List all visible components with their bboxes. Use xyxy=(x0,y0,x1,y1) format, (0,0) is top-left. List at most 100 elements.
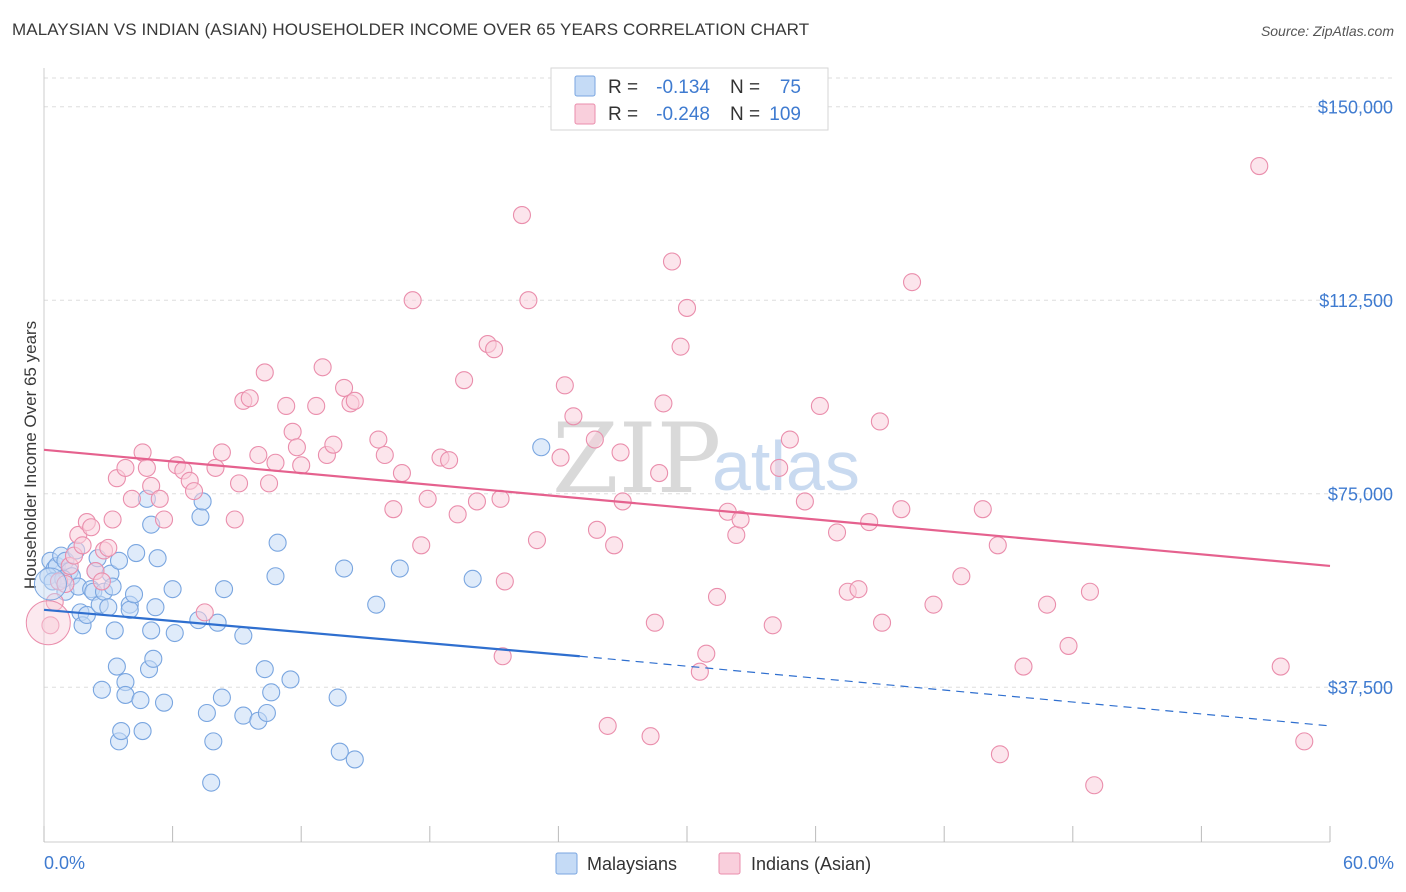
legend-swatch-indians xyxy=(718,852,741,875)
data-point xyxy=(144,649,163,668)
data-point xyxy=(892,500,911,519)
chart-title: MALAYSIAN VS INDIAN (ASIAN) HOUSEHOLDER … xyxy=(12,20,810,39)
y-tick-label: $75,000 xyxy=(1328,485,1393,505)
data-point xyxy=(195,603,214,622)
data-point xyxy=(810,396,829,416)
data-point xyxy=(163,580,182,599)
data-point xyxy=(107,657,126,676)
data-point xyxy=(307,396,326,416)
data-point xyxy=(375,445,394,465)
data-point xyxy=(527,531,547,550)
data-point xyxy=(257,703,276,723)
stats-swatch-malaysians xyxy=(574,75,596,97)
data-point xyxy=(184,482,204,501)
data-point xyxy=(154,510,174,529)
data-point xyxy=(204,732,223,751)
data-point xyxy=(952,567,971,586)
stats-n-label: N = xyxy=(730,77,760,98)
data-point xyxy=(73,536,92,555)
legend-label-indians: Indians (Asian) xyxy=(751,854,871,874)
legend: Malaysians Indians (Asian) xyxy=(555,852,871,875)
data-point xyxy=(849,580,868,599)
data-point xyxy=(491,489,510,508)
stats-n-value: 75 xyxy=(780,77,801,98)
data-point xyxy=(324,435,343,454)
data-point xyxy=(92,680,111,699)
data-point xyxy=(345,391,364,410)
data-point xyxy=(519,291,538,310)
data-point xyxy=(212,688,231,707)
data-point xyxy=(872,613,892,632)
data-point xyxy=(1250,156,1269,176)
data-point xyxy=(150,489,169,508)
data-point xyxy=(112,722,131,741)
stats-n-value: 109 xyxy=(769,104,801,125)
data-point xyxy=(645,613,664,632)
data-point xyxy=(255,660,274,679)
data-point xyxy=(455,371,474,390)
data-point xyxy=(99,598,118,617)
data-point xyxy=(585,430,604,449)
data-point xyxy=(212,443,231,462)
data-point xyxy=(214,580,234,599)
data-point xyxy=(292,456,311,475)
data-point xyxy=(249,445,268,465)
data-point xyxy=(463,569,482,588)
y-tick-label: $150,000 xyxy=(1318,98,1393,118)
data-point xyxy=(870,412,889,431)
data-point xyxy=(240,389,259,408)
watermark: ZIP atlas xyxy=(552,403,860,515)
stats-swatch-indians xyxy=(574,103,596,125)
series-indians xyxy=(41,156,1314,795)
data-point xyxy=(206,458,225,477)
data-point xyxy=(335,378,354,397)
data-point xyxy=(259,474,279,493)
stats-r-label: R = xyxy=(608,77,638,98)
data-point xyxy=(105,621,124,640)
trend-line-indians xyxy=(43,448,1331,568)
data-point xyxy=(262,683,281,702)
data-point xyxy=(551,448,570,467)
data-point xyxy=(283,422,302,441)
data-point xyxy=(202,773,221,792)
trend-line-malaysians xyxy=(43,608,580,658)
data-point xyxy=(677,298,697,317)
data-point xyxy=(266,567,285,586)
data-point xyxy=(780,430,799,449)
data-point xyxy=(313,358,332,377)
data-point xyxy=(731,510,750,529)
data-point xyxy=(154,693,174,712)
stats-n-label: N = xyxy=(730,104,760,125)
data-point xyxy=(1059,636,1078,655)
data-point xyxy=(697,644,716,663)
data-point xyxy=(197,703,216,723)
data-point xyxy=(650,464,669,483)
data-point xyxy=(403,291,422,310)
stats-box: R = -0.134 N = 75 R = -0.248 N = 109 xyxy=(550,67,829,131)
data-point xyxy=(827,523,847,542)
data-point xyxy=(41,616,60,635)
data-point xyxy=(1080,582,1099,601)
data-point xyxy=(587,520,607,539)
y-axis-label: Householder Income Over 65 years xyxy=(21,321,40,589)
data-point xyxy=(795,492,814,511)
stats-r-value: -0.134 xyxy=(656,77,710,98)
legend-swatch-malaysians xyxy=(555,852,578,875)
data-point xyxy=(763,616,782,635)
data-point xyxy=(142,621,161,640)
y-tick-label: $37,500 xyxy=(1328,678,1393,698)
data-point xyxy=(225,510,244,529)
data-point xyxy=(335,559,354,578)
data-point xyxy=(367,595,386,614)
data-point xyxy=(133,722,152,741)
data-point xyxy=(234,626,253,645)
data-point xyxy=(191,507,210,526)
data-point xyxy=(229,474,249,493)
data-point xyxy=(137,458,156,477)
data-point xyxy=(1014,657,1033,676)
data-point xyxy=(287,438,306,457)
data-point xyxy=(902,273,922,292)
data-point xyxy=(1271,657,1290,676)
data-point xyxy=(564,407,583,426)
data-point xyxy=(495,572,514,591)
